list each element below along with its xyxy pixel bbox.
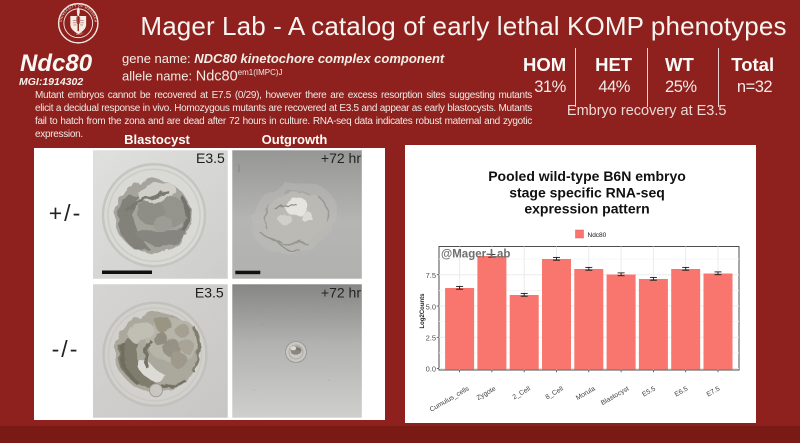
svg-text:0.0: 0.0 [426,365,436,374]
svg-text:expression pattern: expression pattern [524,201,649,217]
svg-text:Pooled wild-type B6N embryo: Pooled wild-type B6N embryo [488,168,686,184]
svg-text:E5.5: E5.5 [641,385,657,398]
svg-text:Zygote: Zygote [476,385,498,402]
svg-text:8_Cell: 8_Cell [545,385,566,401]
svg-text:+/-: +/- [49,200,82,226]
svg-text:7.5: 7.5 [426,271,436,280]
svg-text:+72 hr: +72 hr [321,150,361,166]
svg-text:E6.5: E6.5 [674,385,690,398]
svg-text:Blastocyst: Blastocyst [600,385,630,407]
svg-text:-/-: -/- [52,336,80,362]
svg-text:Cumulus_cells: Cumulus_cells [429,385,471,413]
svg-text:+72 hr: +72 hr [321,285,361,301]
svg-text:E7.5: E7.5 [706,385,722,398]
svg-text:Log2Counts: Log2Counts [420,293,426,329]
svg-text:Morula: Morula [575,385,597,402]
svg-text:E3.5: E3.5 [196,150,225,166]
svg-text:2_Cell: 2_Cell [512,385,533,401]
svg-text:5.0: 5.0 [426,302,436,311]
svg-text:@Mager-Lab: @Mager-Lab [441,249,510,261]
svg-text:E3.5: E3.5 [195,285,224,301]
svg-text:2.5: 2.5 [426,334,436,343]
svg-text:Ndc80: Ndc80 [588,232,607,239]
svg-text:stage specific RNA-seq: stage specific RNA-seq [509,185,665,201]
